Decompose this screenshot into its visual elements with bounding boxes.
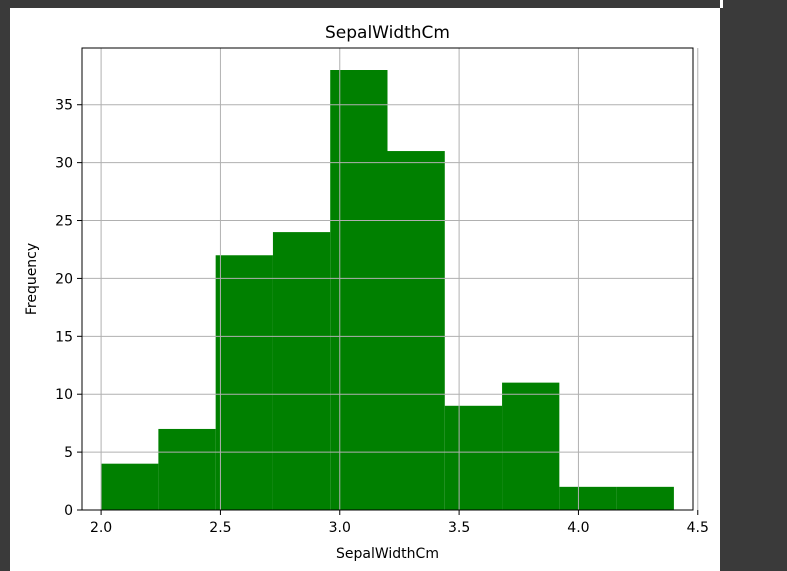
histogram-bar bbox=[215, 255, 273, 510]
histogram-bar bbox=[101, 463, 159, 510]
x-tick-label: 2.5 bbox=[209, 520, 231, 536]
x-tick-label: 4.5 bbox=[687, 520, 709, 536]
y-tick-label: 5 bbox=[64, 445, 73, 461]
x-tick-label: 3.5 bbox=[448, 520, 470, 536]
y-axis-title: Frequency bbox=[24, 243, 40, 315]
histogram-bar bbox=[158, 428, 216, 510]
y-tick-label: 15 bbox=[55, 329, 73, 345]
plot-frame bbox=[81, 47, 694, 511]
x-tick-label: 3.0 bbox=[329, 520, 351, 536]
y-tick-label: 10 bbox=[55, 387, 73, 403]
axis-ticks: 2.0 2.5 3.0 3.5 4.0 4.5 0 5 10 15 20 25 30 35 bbox=[55, 98, 709, 536]
figure-canvas: 2.0 2.5 3.0 3.5 4.0 4.5 0 5 10 15 20 25 30 35 SepalWi… bbox=[10, 8, 720, 571]
y-tick-label: 25 bbox=[55, 214, 73, 230]
y-tick-label: 20 bbox=[55, 271, 73, 287]
histogram-bar bbox=[502, 382, 560, 510]
histogram-bars bbox=[101, 70, 674, 511]
grid-overlay bbox=[82, 48, 699, 511]
y-tick-label: 35 bbox=[55, 98, 73, 114]
chart-title: SepalWidthCm bbox=[325, 23, 450, 43]
x-tick-label: 2.0 bbox=[90, 520, 112, 536]
histogram-chart: 2.0 2.5 3.0 3.5 4.0 4.5 0 5 10 15 20 25 30 35 SepalWi… bbox=[24, 23, 709, 562]
histogram-bar bbox=[444, 405, 503, 510]
y-tick-label: 0 bbox=[64, 503, 73, 519]
histogram-bar bbox=[330, 70, 388, 510]
histogram-bar bbox=[559, 486, 617, 510]
histogram-bar bbox=[387, 151, 445, 511]
histogram-bar bbox=[272, 232, 331, 510]
window-edge bbox=[720, 0, 723, 8]
y-tick-label: 30 bbox=[55, 156, 73, 172]
histogram-bar bbox=[616, 486, 674, 510]
x-tick-label: 4.0 bbox=[567, 520, 589, 536]
x-axis-title: SepalWidthCm bbox=[336, 546, 439, 562]
